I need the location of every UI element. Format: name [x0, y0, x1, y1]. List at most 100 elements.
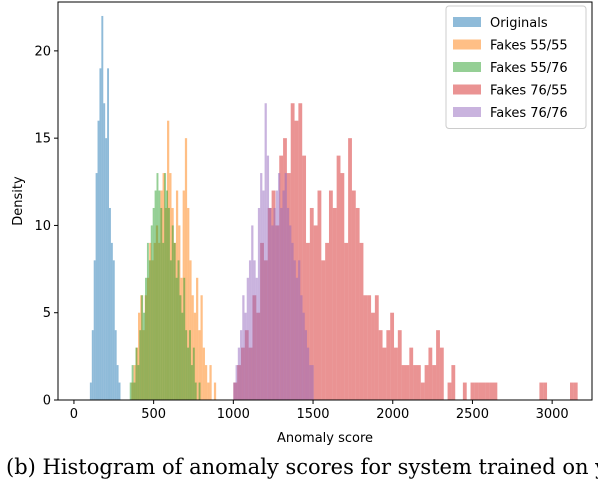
histogram-bar [482, 382, 486, 400]
histogram-bar [169, 260, 172, 400]
figure-caption: (b) Histogram of anomaly scores for syst… [6, 455, 598, 479]
histogram-bar [138, 312, 141, 400]
histogram-bar [451, 365, 456, 400]
histogram-bar [282, 190, 285, 400]
histogram-bar [413, 365, 417, 400]
histogram-bar [101, 15, 104, 401]
histogram-bar [209, 365, 212, 400]
histogram-bar [109, 207, 111, 400]
histogram-bar [328, 190, 333, 400]
histogram-bar [271, 225, 274, 400]
histogram-bar [291, 242, 294, 400]
histogram-bar [325, 242, 329, 400]
histogram-bar [359, 242, 364, 400]
histogram-bar [260, 173, 263, 400]
histogram-bar [164, 173, 167, 400]
histogram-bar [194, 382, 197, 400]
histogram-bar [233, 382, 236, 400]
histogram-bar [280, 207, 283, 400]
series-5 [233, 103, 314, 401]
histogram-bar [293, 260, 296, 400]
histogram-bar [251, 225, 254, 400]
histogram-bar [166, 190, 168, 400]
histogram-bar [246, 277, 249, 400]
histogram-bar [394, 347, 398, 400]
histogram-bar [152, 207, 155, 400]
histogram-bar [470, 382, 475, 400]
y-axis: 0 5 10 15 20 [34, 44, 58, 409]
x-tick-label: 3000 [536, 407, 569, 422]
histogram-bar [162, 242, 165, 400]
histogram-bar [409, 347, 414, 400]
histogram-bar [257, 207, 261, 400]
legend-swatch [453, 84, 481, 95]
histogram-bar [171, 225, 174, 400]
histogram-bar [390, 312, 395, 400]
histogram-bar [416, 365, 421, 400]
histogram-bar [386, 330, 391, 400]
legend-label: Fakes 55/55 [490, 39, 568, 54]
histogram-bar [173, 242, 176, 400]
histogram-bar [428, 347, 433, 400]
histogram-bar [141, 295, 144, 400]
histogram-bar [273, 207, 276, 400]
histogram-bar [462, 382, 467, 400]
legend-swatch [453, 107, 481, 117]
histogram-bar [397, 330, 402, 400]
histogram-bar [309, 365, 312, 400]
histogram-bar [110, 242, 113, 400]
histogram-bar [240, 330, 243, 400]
histogram-bar [543, 382, 548, 400]
y-axis-title: Density [11, 176, 26, 226]
histogram-bar [286, 207, 290, 400]
histogram-bar [112, 260, 115, 400]
histogram-bar [539, 382, 544, 400]
x-tick-label: 1000 [217, 407, 250, 422]
legend: Originals Fakes 55/55 Fakes 55/76 Fakes 76/… [445, 5, 587, 129]
histogram-bar [137, 365, 140, 400]
histogram-bar [336, 155, 341, 400]
histogram-bar [185, 330, 188, 400]
y-tick-label: 5 [43, 306, 51, 321]
histogram-bar [97, 120, 100, 400]
histogram-bar [179, 295, 182, 400]
histogram-bar [424, 365, 429, 400]
histogram-bar [264, 103, 267, 401]
histogram-bar [275, 190, 278, 400]
histogram-bar [309, 207, 314, 400]
legend-label: Originals [490, 16, 548, 31]
histogram-bar [143, 312, 146, 400]
histogram-bar [253, 260, 256, 400]
series-1 [89, 15, 121, 401]
histogram-bar [167, 207, 170, 400]
histogram-bar [298, 103, 303, 401]
histogram-bar [107, 68, 110, 400]
histogram-bar [89, 382, 92, 400]
histogram-bar [105, 138, 108, 400]
histogram-bar [99, 68, 102, 400]
histogram-bar [133, 382, 136, 400]
histogram-bar [317, 190, 322, 400]
histogram-bar [405, 365, 410, 400]
histogram-bar [200, 295, 203, 400]
legend-swatch [453, 17, 481, 27]
histogram-bar [321, 260, 326, 400]
histogram-bar [367, 295, 372, 400]
histogram-bar [493, 382, 498, 400]
legend-box [445, 5, 587, 129]
y-tick-label: 0 [43, 394, 51, 409]
histogram-bar [93, 260, 96, 400]
histogram-bar [262, 190, 265, 400]
histogram-bar [351, 190, 356, 400]
histogram-bar [432, 365, 437, 400]
histogram-bar [294, 120, 299, 400]
histogram-bar [485, 382, 490, 400]
histogram-bar [436, 330, 440, 400]
histogram-bar [298, 260, 301, 400]
histogram-bar [198, 330, 201, 400]
histogram-chart: 0 500 1000 1500 2000 2500 3000 0 5 10 15 20 Anomal… [11, 1, 593, 446]
y-tick-label: 20 [34, 44, 51, 59]
histogram-bar [304, 330, 307, 400]
x-tick-label: 2500 [456, 407, 489, 422]
x-axis-title: Anomaly score [277, 431, 373, 446]
